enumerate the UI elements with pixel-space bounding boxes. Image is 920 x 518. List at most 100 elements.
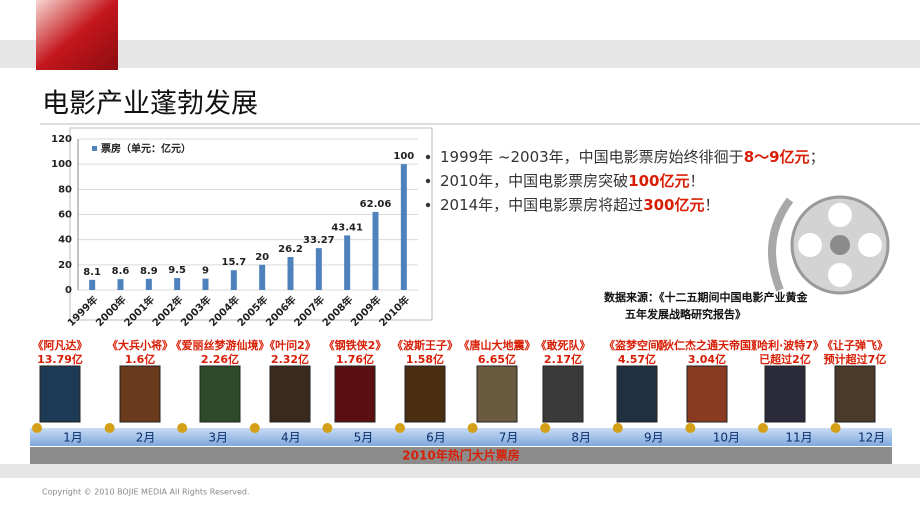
chart-box <box>69 127 433 321</box>
month-dot <box>758 423 768 433</box>
bullet-text: 1999年 ~2003年，中国电影票房始终徘徊于8～9亿元； <box>440 148 825 166</box>
y-tick-label: 100 <box>51 159 72 170</box>
month-label: 11月 <box>785 431 812 445</box>
movie-box: 4.57亿 <box>618 352 656 366</box>
poster <box>119 365 161 423</box>
month-dot <box>395 423 405 433</box>
copyright: Copyright © 2010 BOJIE MEDIA All Rights … <box>42 488 250 497</box>
month-label: 10月 <box>713 431 740 445</box>
bullet-segment: 300亿元 <box>643 196 704 214</box>
bar <box>174 278 181 290</box>
movie-box: 3.04亿 <box>688 352 726 366</box>
movie-title: 《叶问2》 <box>264 338 316 352</box>
month-label: 8月 <box>571 431 591 445</box>
data-label: 8.1 <box>83 267 101 278</box>
month-label: 2月 <box>136 431 156 445</box>
poster <box>542 365 584 423</box>
month-dot <box>685 423 696 433</box>
movie-title: 《大兵小将》 <box>107 338 173 352</box>
bar <box>315 248 322 290</box>
data-label: 20 <box>255 252 269 263</box>
data-label: 9 <box>202 266 209 277</box>
bottom-band <box>0 464 920 478</box>
movie-box: 13.79亿 <box>37 352 83 366</box>
movie-box: 6.65亿 <box>478 352 516 366</box>
movie-box: 2.32亿 <box>271 352 309 366</box>
y-tick-label: 60 <box>58 210 72 221</box>
movie-box: 预计超过7亿 <box>824 352 887 366</box>
month-dot <box>177 423 188 433</box>
slide-title: 电影产业蓬勃发展 <box>42 89 258 120</box>
bullet-segment: 2014年，中国电影票房将超过 <box>440 196 643 214</box>
y-tick-label: 20 <box>58 260 72 271</box>
poster <box>39 365 81 423</box>
month-dot <box>830 423 841 433</box>
data-label: 9.5 <box>168 265 186 276</box>
data-label: 8.9 <box>140 266 158 277</box>
data-label: 43.41 <box>331 222 363 233</box>
poster <box>269 365 311 423</box>
movie-title: 《敢死队》 <box>536 338 591 352</box>
poster <box>686 365 728 423</box>
bar <box>202 278 209 290</box>
poster <box>334 365 376 423</box>
movie-title: 《让子弹飞》 <box>822 338 888 352</box>
bullet-segment: ！ <box>705 196 720 214</box>
movie-title: 《钢铁侠2》 <box>324 338 387 352</box>
month-dot <box>104 423 115 433</box>
month-label: 4月 <box>281 431 301 445</box>
legend-label: 票房（单元：亿元） <box>101 142 191 155</box>
month-label: 7月 <box>499 431 519 445</box>
movie-title: 《盗梦空间》 <box>604 338 670 352</box>
month-dot <box>322 423 333 433</box>
data-label: 15.7 <box>221 257 246 268</box>
bar <box>117 279 124 290</box>
poster <box>616 365 658 423</box>
bar <box>344 235 351 290</box>
source-line: 数据来源：《十二五期间中国电影产业黄金 <box>604 290 808 304</box>
bullet-segment: 8～9亿元 <box>744 148 810 166</box>
top-band <box>0 40 920 68</box>
red-deco <box>36 0 118 70</box>
bullet-text: 2014年，中国电影票房将超过300亿元！ <box>440 196 720 214</box>
timeline-title: 2010年热门大片票房 <box>402 448 519 463</box>
bullet-segment: 2010年，中国电影票房突破 <box>440 172 628 190</box>
movie-title: 《哈利·波特7》 <box>746 338 824 352</box>
poster <box>199 365 241 423</box>
bullet-dot <box>425 202 431 208</box>
bar <box>230 270 237 290</box>
month-label: 12月 <box>858 431 885 445</box>
bullet-segment: 100亿元 <box>628 172 689 190</box>
data-label: 33.27 <box>303 235 335 246</box>
timeline-bar <box>30 447 892 464</box>
poster <box>476 365 518 423</box>
month-dot <box>32 423 42 433</box>
y-tick-label: 80 <box>58 184 72 195</box>
poster <box>834 365 876 423</box>
month-label: 6月 <box>426 431 446 445</box>
movie-box: 2.17亿 <box>544 352 582 366</box>
movie-title: 《爱丽丝梦游仙境》 <box>171 338 270 352</box>
y-tick-label: 40 <box>58 235 72 246</box>
y-tick-label: 120 <box>51 134 72 145</box>
movie-box: 1.6亿 <box>125 352 156 366</box>
month-dot <box>540 423 551 433</box>
month-label: 3月 <box>208 431 228 445</box>
month-label: 5月 <box>354 431 374 445</box>
legend-swatch <box>92 146 97 151</box>
bullet-segment: ！ <box>690 172 705 190</box>
movie-title: 《狄仁杰之通天帝国》 <box>652 338 762 352</box>
poster <box>404 365 446 423</box>
bar <box>287 257 294 290</box>
data-label: 8.6 <box>112 266 130 277</box>
month-label: 9月 <box>644 431 664 445</box>
month-dot <box>612 423 623 433</box>
data-label: 62.06 <box>360 199 392 210</box>
bar <box>372 211 379 290</box>
source-line: 五年发展战略研究报告》 <box>625 307 746 321</box>
data-label: 26.2 <box>278 244 303 255</box>
y-tick-label: 0 <box>65 285 72 296</box>
movie-box: 1.76亿 <box>336 352 374 366</box>
bar <box>400 164 407 290</box>
